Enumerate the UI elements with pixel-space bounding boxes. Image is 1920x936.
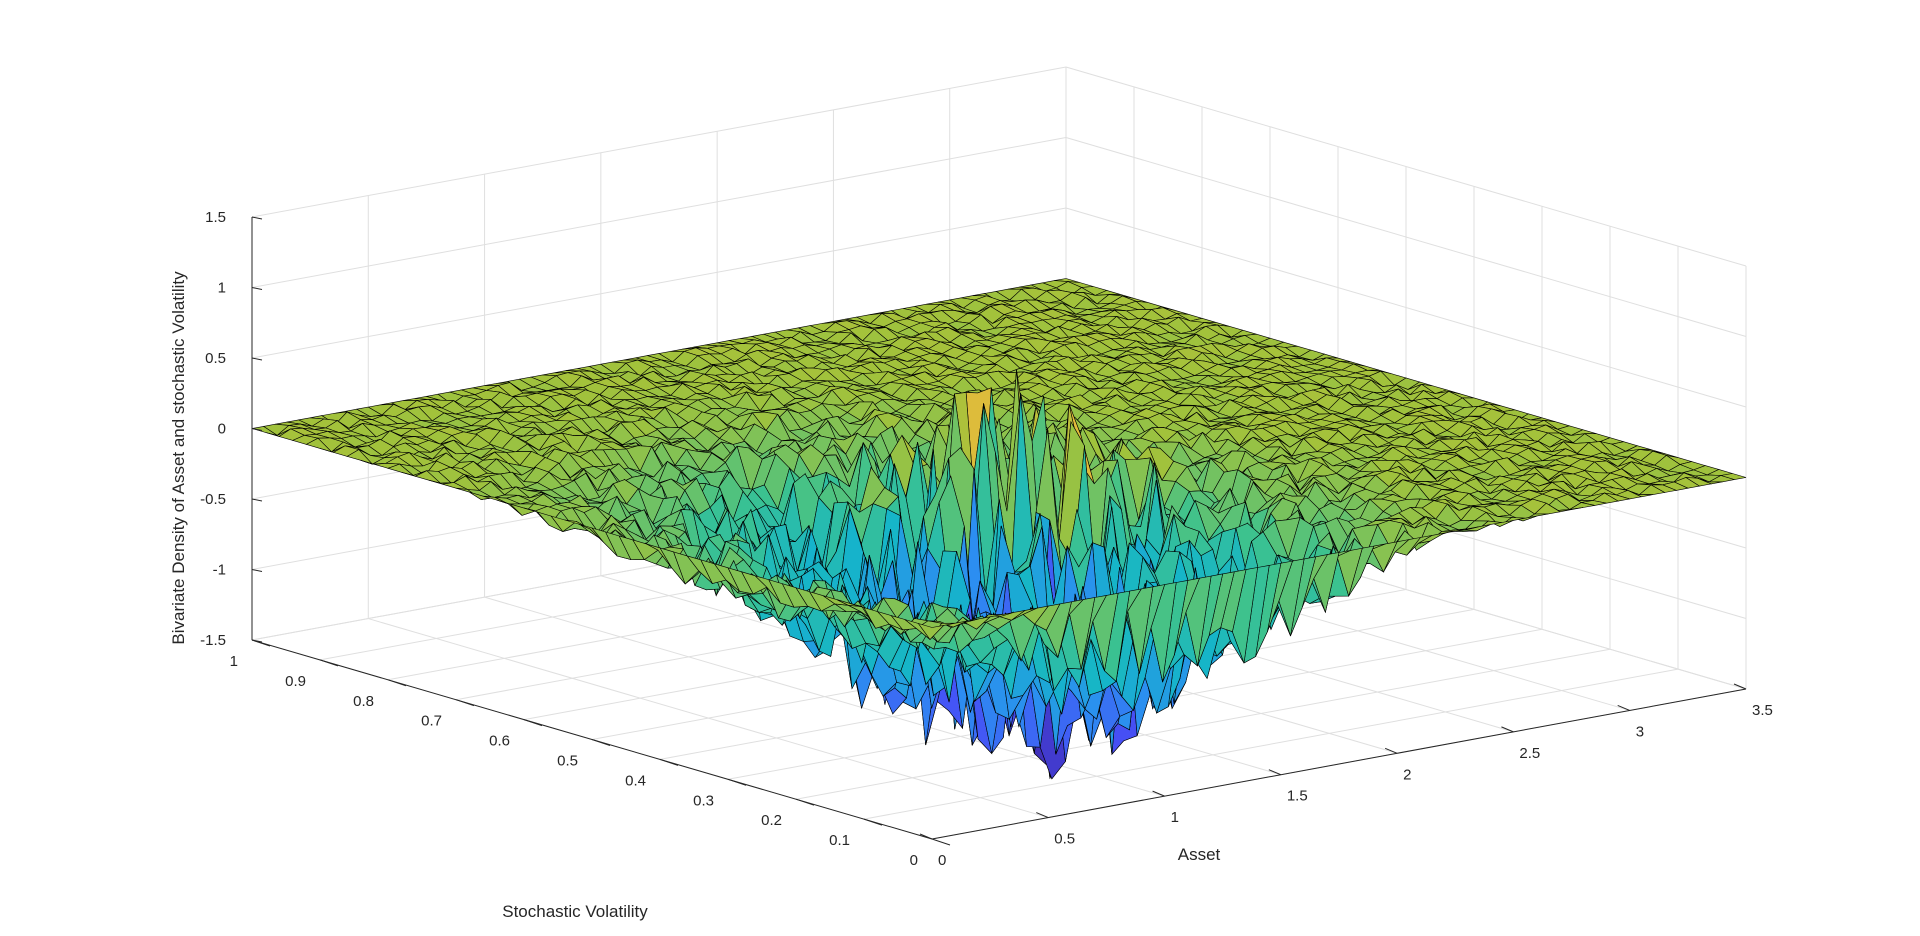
- y-tick-mark: [319, 659, 339, 667]
- y-tick-mark: [863, 818, 883, 826]
- z-tick-mark: [251, 498, 263, 502]
- z-tick-mark: [251, 428, 263, 431]
- x-tick-mark: [1617, 704, 1630, 711]
- grid-line: [1065, 66, 1747, 267]
- y-tick-mark: [523, 719, 543, 727]
- y-tick-label: 0.9: [285, 673, 306, 690]
- x-tick-label: 3.5: [1752, 702, 1773, 719]
- y-tick-label: 0.8: [353, 693, 374, 710]
- grid-line: [795, 648, 1611, 800]
- axes-layer: [251, 216, 1747, 846]
- x-tick-label: 1.5: [1287, 788, 1308, 805]
- grid-line: [863, 668, 1679, 820]
- y-tick-mark: [931, 838, 951, 846]
- y-tick-label: 0.6: [489, 733, 510, 750]
- z-tick-label: 0: [218, 421, 226, 438]
- x-tick-mark: [1501, 726, 1514, 733]
- x-tick-label: 1: [1171, 809, 1179, 826]
- y-tick-mark: [795, 798, 815, 806]
- y-tick-mark: [659, 758, 679, 766]
- z-tick-mark: [251, 216, 263, 220]
- grid-line: [1065, 137, 1747, 337]
- x-tick-mark: [1384, 747, 1398, 754]
- y-tick-label: 0.1: [829, 832, 850, 849]
- x-tick-mark: [919, 833, 933, 840]
- y-tick-label: 0.3: [693, 792, 714, 809]
- grid-line: [251, 137, 1067, 288]
- z-tick-label: -1: [213, 562, 226, 579]
- z-tick-label: 1: [218, 280, 226, 297]
- x-axis-line: [931, 688, 1747, 840]
- z-tick-mark: [251, 287, 263, 290]
- tick-labels: 0 0.5 1 1.5 2 2.5 3 3.5 0 0.1 0.2 0.3 0.4 0.5 0.6 0.7 0.…: [200, 209, 1773, 869]
- grid-line: [251, 66, 1067, 218]
- z-tick-mark: [251, 357, 263, 361]
- x-tick-label: 3: [1636, 723, 1644, 740]
- z-tick-label: -1.5: [200, 632, 226, 649]
- x-tick-label: 0: [938, 852, 946, 869]
- z-axis-label: Bivariate Density of Asset and stochasti…: [169, 271, 188, 645]
- x-tick-mark: [1268, 769, 1282, 776]
- surface-facet: [917, 622, 945, 640]
- x-tick-label: 2.5: [1519, 745, 1540, 762]
- z-tick-label: 1.5: [205, 209, 226, 226]
- z-tick-mark: [251, 639, 263, 643]
- y-tick-mark: [591, 739, 611, 746]
- y-tick-mark: [387, 679, 407, 687]
- z-tick-mark: [251, 569, 263, 572]
- surface-layer: [251, 278, 1747, 780]
- x-tick-mark: [1152, 790, 1165, 797]
- grid-line: [251, 207, 1067, 359]
- x-tick-label: 2: [1403, 766, 1411, 783]
- y-tick-mark: [455, 699, 475, 707]
- y-tick-label: 1: [230, 653, 238, 670]
- z-tick-label: 0.5: [205, 350, 226, 367]
- grid-line: [1065, 207, 1747, 408]
- x-tick-label: 0.5: [1054, 831, 1075, 848]
- y-tick-label: 0.5: [557, 753, 578, 770]
- y-tick-label: 0.7: [421, 713, 442, 730]
- z-tick-label: -0.5: [200, 491, 226, 508]
- y-tick-label: 0: [910, 852, 918, 869]
- x-axis-label: Asset: [1178, 845, 1221, 864]
- x-tick-mark: [1036, 812, 1049, 819]
- y-tick-mark: [727, 778, 747, 786]
- x-tick-mark: [1733, 683, 1747, 690]
- y-tick-label: 0.2: [761, 812, 782, 829]
- y-axis-label: Stochastic Volatility: [502, 902, 648, 921]
- y-tick-label: 0.4: [625, 772, 646, 789]
